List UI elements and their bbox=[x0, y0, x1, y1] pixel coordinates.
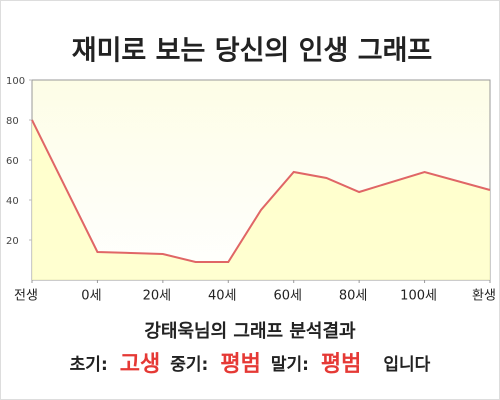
stage-label: 말기: bbox=[271, 354, 309, 375]
result-heading: 강태욱님의 그래프 분석결과 bbox=[144, 321, 356, 342]
result-ending: 입니다 bbox=[383, 355, 430, 375]
x-tick-label: 전생 bbox=[14, 289, 38, 304]
stage-label: 초기: bbox=[70, 355, 108, 375]
line bbox=[31, 119, 491, 263]
y-tick-label: 60 bbox=[6, 156, 19, 167]
plot: 20 40 60 80 100 전생 0세 20세 40세 60세 80세 100세 환생 bbox=[6, 76, 496, 304]
x-tick-label: 60세 bbox=[273, 289, 302, 304]
result-text: 초기: 고생 중기: 평범 말기: 평범 입니다 bbox=[70, 352, 431, 377]
x-tick-label: 100세 bbox=[400, 289, 437, 304]
y-tick-label: 20 bbox=[6, 236, 19, 247]
stage-value: 평범 bbox=[220, 352, 260, 377]
chart-title: 재미로 보는 당신의 인생 그래프 bbox=[72, 36, 433, 67]
stage-value: 평범 bbox=[321, 352, 361, 377]
y-tick-label: 80 bbox=[6, 116, 19, 127]
x-tick-label: 80세 bbox=[339, 289, 368, 304]
x-tick-label: 환생 bbox=[472, 289, 496, 304]
area-fill bbox=[32, 120, 490, 280]
x-tick-label: 40세 bbox=[208, 289, 237, 304]
stage-label: 중기: bbox=[170, 355, 208, 375]
x-tick-label: 0세 bbox=[81, 289, 101, 304]
stage-value: 고생 bbox=[120, 352, 160, 377]
y-tick-label: 100 bbox=[6, 76, 25, 87]
x-tick-label: 20세 bbox=[143, 289, 172, 304]
y-tick-label: 40 bbox=[6, 196, 19, 207]
result-line: 초기: 고생 중기: 평범 말기: 평범 입니다 bbox=[70, 352, 431, 377]
